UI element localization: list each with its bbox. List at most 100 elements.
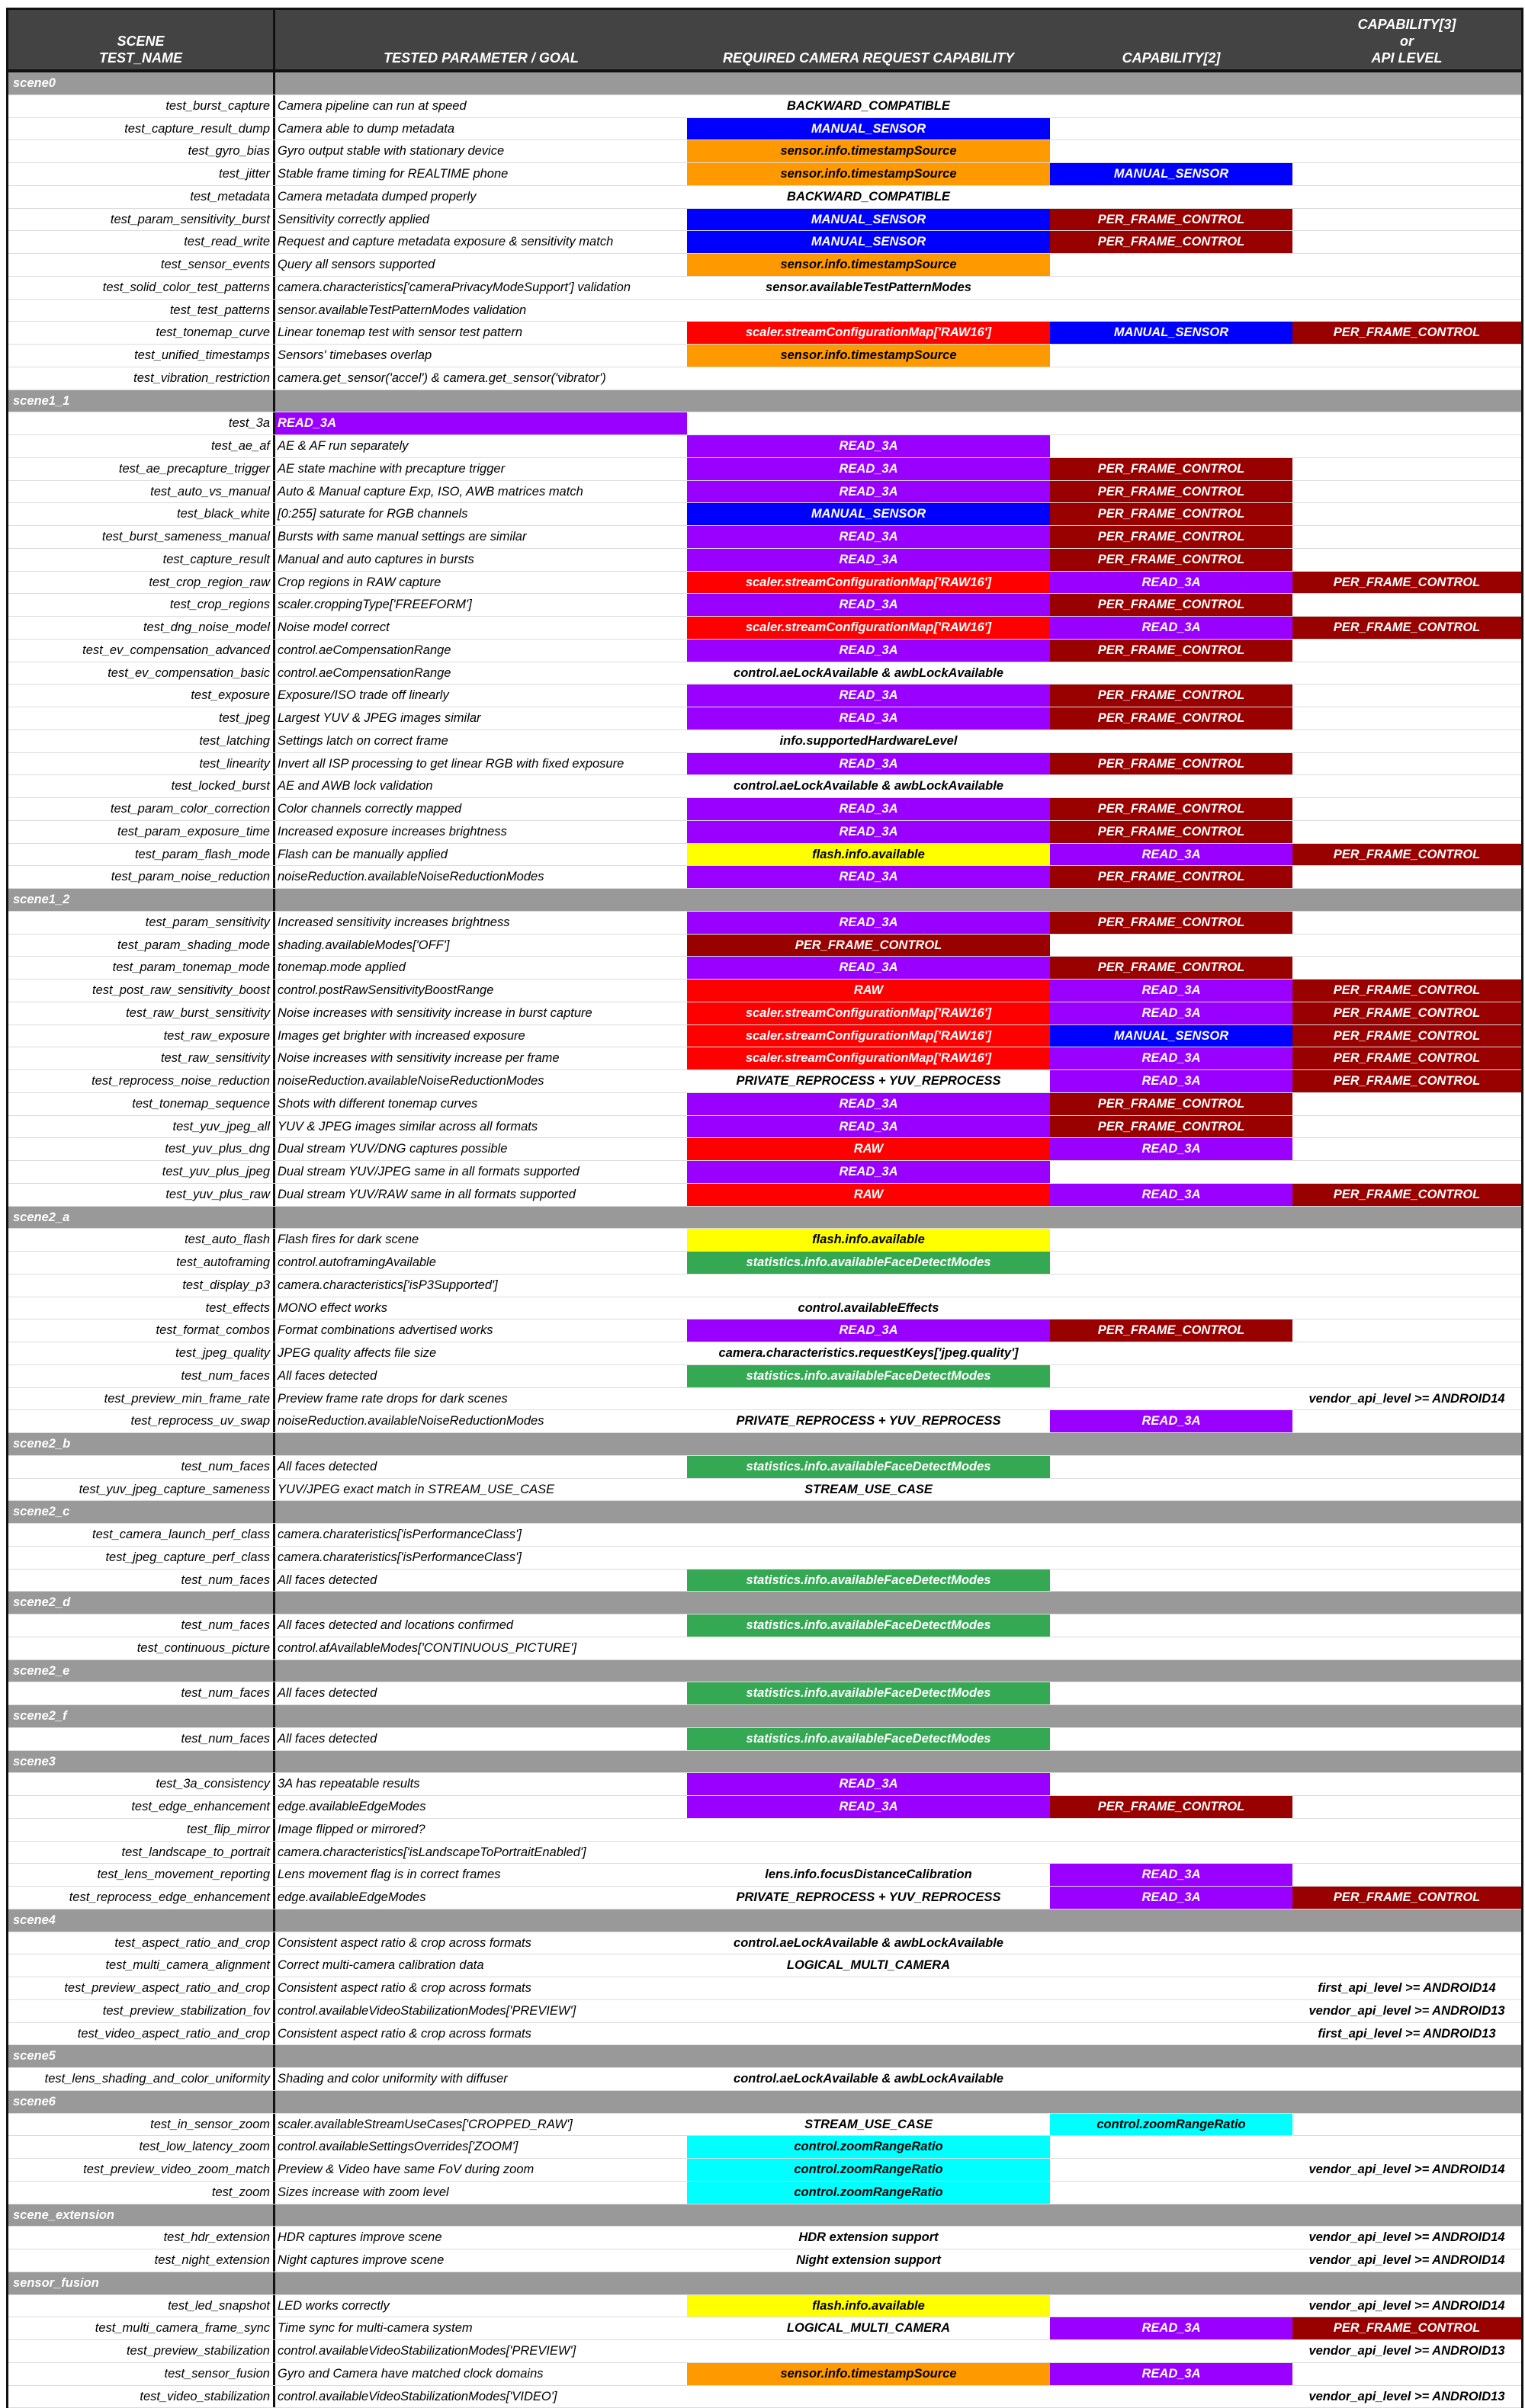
capability-3-or-api-level: PER_FRAME_CONTROL	[1292, 844, 1521, 866]
capability-3-or-api-level	[1292, 412, 1521, 434]
capability-2	[1050, 277, 1292, 299]
required-capability: sensor.info.timestampSource	[687, 254, 1050, 276]
scene-name: scene6	[8, 2091, 275, 2113]
capability-3-or-api-level	[1292, 798, 1521, 820]
capability-2	[1050, 1297, 1292, 1319]
capability-2: PER_FRAME_CONTROL	[1050, 957, 1292, 979]
capability-2: READ_3A	[1050, 980, 1292, 1002]
capability-3-or-api-level	[1292, 1796, 1521, 1818]
tested-goal: AE & AF run separately	[275, 435, 687, 457]
tested-goal: AE and AWB lock validation	[275, 775, 687, 797]
test-name: test_night_extension	[8, 2249, 275, 2272]
capability-2: PER_FRAME_CONTROL	[1050, 1093, 1292, 1115]
scene-name: scene3	[8, 1751, 275, 1773]
required-capability: READ_3A	[687, 594, 1050, 616]
required-capability: sensor.info.timestampSource	[687, 140, 1050, 162]
test-name: test_3a	[8, 412, 275, 434]
test-name: test_continuous_picture	[8, 1637, 275, 1659]
capability-3-or-api-level	[1292, 526, 1521, 548]
tested-goal: Noise increases with sensitivity increas…	[275, 1047, 687, 1069]
scene-header-cell	[1292, 1660, 1521, 1682]
tested-goal: Shots with different tonemap curves	[275, 1093, 687, 1115]
tested-goal: Gyro output stable with stationary devic…	[275, 140, 687, 162]
required-capability: sensor.info.timestampSource	[687, 2363, 1050, 2385]
required-capability	[687, 1842, 1050, 1864]
header-scene-test-name: SCENE TEST_NAME	[8, 10, 275, 69]
tested-goal: Query all sensors supported	[275, 254, 687, 276]
capability-3-or-api-level	[1292, 1819, 1521, 1841]
scene-header-cell	[1292, 2045, 1521, 2067]
required-capability: READ_3A	[687, 435, 1050, 457]
scene-header-cell	[1292, 1433, 1521, 1455]
required-capability: READ_3A	[687, 640, 1050, 662]
tested-goal: Dual stream YUV/JPEG same in all formats…	[275, 1161, 687, 1183]
capability-3-or-api-level	[1292, 1319, 1521, 1342]
required-capability: sensor.info.timestampSource	[687, 345, 1050, 367]
capability-2	[1050, 1728, 1292, 1750]
required-capability: READ_3A	[687, 1161, 1050, 1183]
test-name: test_tonemap_curve	[8, 322, 275, 344]
required-capability: READ_3A	[687, 481, 1050, 503]
capability-2	[1050, 1614, 1292, 1637]
required-capability: lens.info.focusDistanceCalibration	[687, 1864, 1050, 1886]
tested-goal: LED works correctly	[275, 2295, 687, 2317]
required-capability: MANUAL_SENSOR	[687, 118, 1050, 140]
required-capability: Night extension support	[687, 2249, 1050, 2272]
required-capability	[687, 1547, 1050, 1569]
required-capability: LOGICAL_MULTI_CAMERA	[687, 1954, 1050, 1977]
capability-3-or-api-level	[1292, 1547, 1521, 1569]
required-capability: BACKWARD_COMPATIBLE	[687, 186, 1050, 208]
capability-3-or-api-level	[1292, 1252, 1521, 1274]
test-name: test_flip_mirror	[8, 1819, 275, 1841]
capability-2	[1050, 1773, 1292, 1795]
required-capability	[687, 367, 1050, 390]
capability-2: PER_FRAME_CONTROL	[1050, 866, 1292, 888]
required-capability: PRIVATE_REPROCESS + YUV_REPROCESS	[687, 1070, 1050, 1092]
scene-header-cell	[1292, 1909, 1521, 1932]
capability-3-or-api-level	[1292, 1116, 1521, 1138]
tested-goal: YUV/JPEG exact match in STREAM_USE_CASE	[275, 1479, 687, 1501]
required-capability: READ_3A	[687, 957, 1050, 979]
required-capability: READ_3A	[687, 1796, 1050, 1818]
tested-goal: All faces detected	[275, 1365, 687, 1387]
test-name: test_reprocess_noise_reduction	[8, 1070, 275, 1092]
its-test-table: SCENE TEST_NAME TESTED PARAMETER / GOAL …	[6, 8, 1523, 2408]
required-capability: control.aeLockAvailable & awbLockAvailab…	[687, 2068, 1050, 2090]
tested-goal: camera.characteristics['isLandscapeToPor…	[275, 1842, 687, 1864]
capability-2	[1050, 1637, 1292, 1659]
capability-2	[1050, 1682, 1292, 1704]
capability-3-or-api-level	[1292, 163, 1521, 185]
capability-2	[1050, 1819, 1292, 1841]
required-capability: statistics.info.availableFaceDetectModes	[687, 1570, 1050, 1592]
required-capability: scaler.streamConfigurationMap['RAW16']	[687, 1002, 1050, 1024]
test-name: test_linearity	[8, 753, 275, 775]
capability-2	[1050, 2136, 1292, 2158]
scene-header-cell	[1050, 1660, 1292, 1682]
tested-goal: Correct multi-camera calibration data	[275, 1954, 687, 1977]
capability-3-or-api-level	[1292, 1524, 1521, 1546]
test-name: test_dng_noise_model	[8, 617, 275, 639]
required-capability: flash.info.available	[687, 1229, 1050, 1251]
scene-header-row: scene1_2	[8, 889, 1521, 912]
capability-3-or-api-level: PER_FRAME_CONTROL	[1292, 572, 1521, 594]
capability-3-or-api-level	[1292, 1614, 1521, 1637]
scene-header-row: scene2_d	[8, 1592, 1521, 1614]
scene-header-cell	[687, 390, 1050, 412]
